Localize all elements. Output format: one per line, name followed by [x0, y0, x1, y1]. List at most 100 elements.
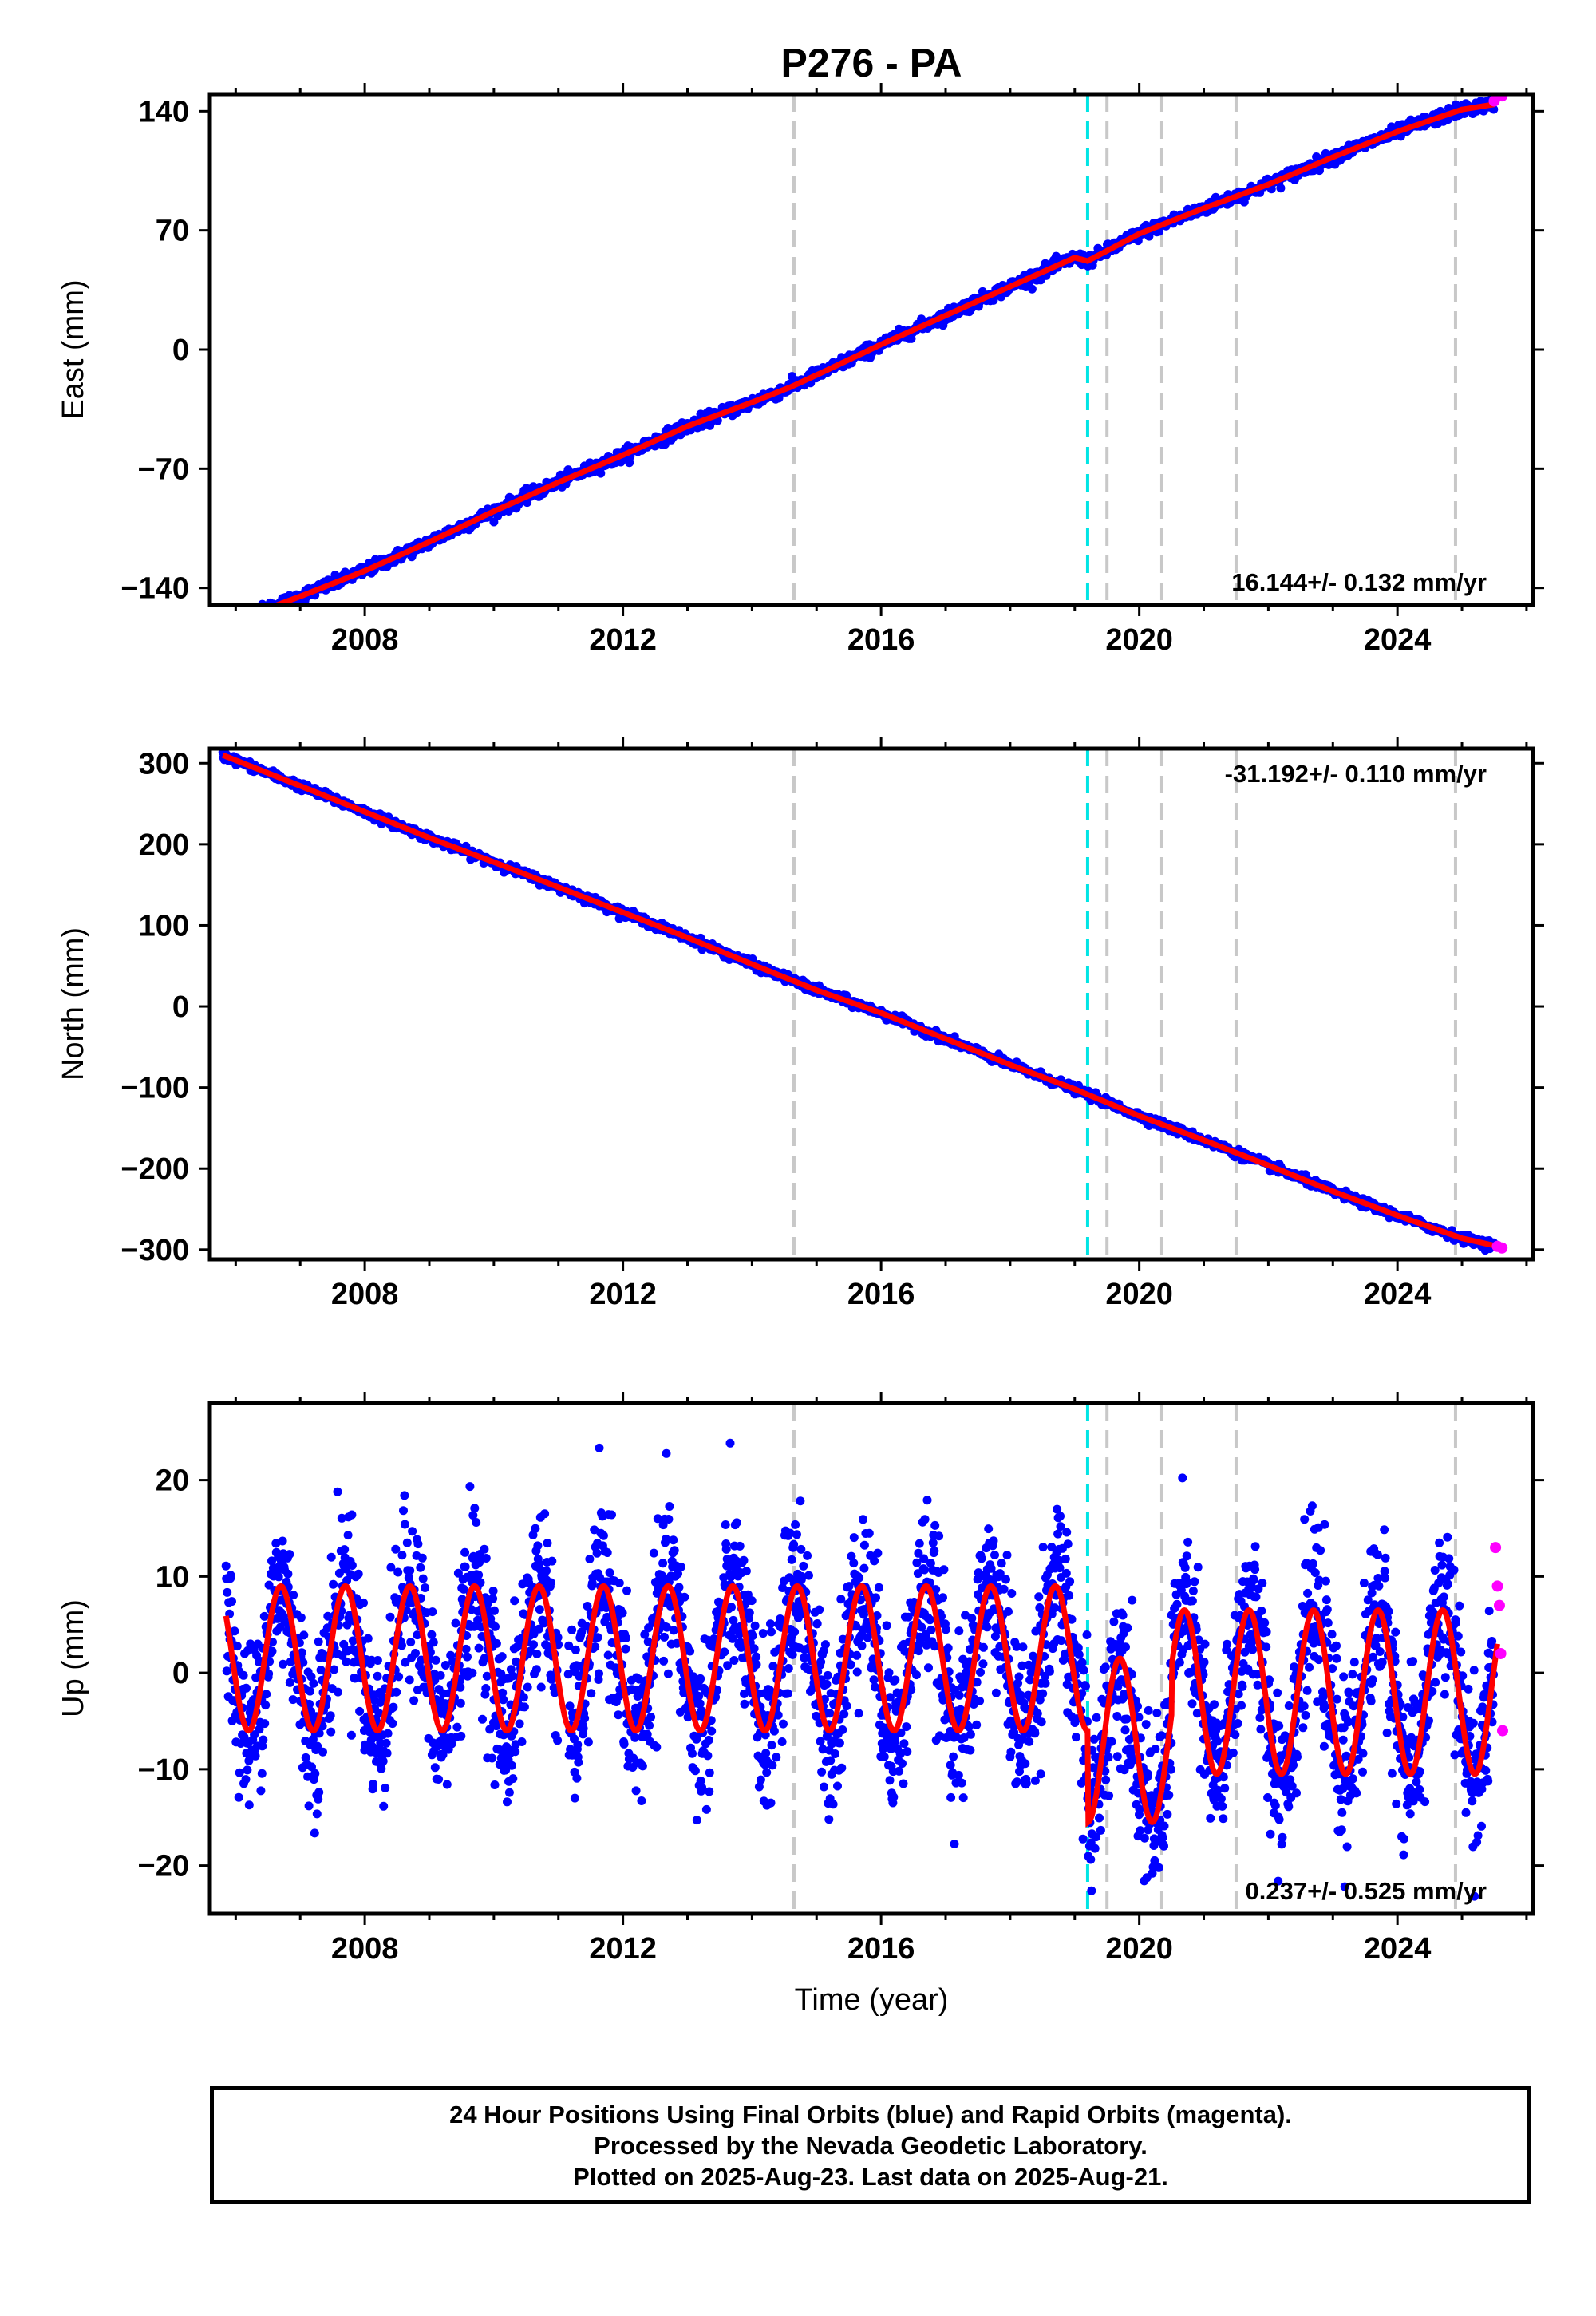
final-orbit-point	[267, 1556, 276, 1566]
final-orbit-point	[394, 1672, 404, 1682]
rate-label: 16.144+/- 0.132 mm/yr	[1231, 568, 1487, 596]
final-orbit-point	[460, 1562, 470, 1571]
final-orbit-point	[285, 1678, 294, 1687]
x-tick-label: 2008	[331, 1278, 399, 1311]
final-orbit-point	[492, 1638, 501, 1648]
final-orbit-point	[766, 1798, 776, 1808]
x-tick-label: 2012	[589, 623, 657, 657]
final-orbit-point	[822, 1679, 832, 1689]
final-orbit-point	[553, 1633, 563, 1642]
final-orbit-point	[242, 1683, 251, 1693]
final-orbit-point	[239, 1670, 248, 1680]
final-orbit-point	[233, 615, 242, 623]
final-orbit-point	[459, 1584, 468, 1594]
final-orbit-point	[579, 1724, 588, 1733]
final-orbit-point	[255, 607, 263, 616]
final-orbit-point	[262, 608, 271, 617]
final-orbit-point	[535, 1605, 544, 1614]
final-orbit-point	[490, 1780, 500, 1789]
final-orbit-point	[400, 1491, 409, 1500]
final-orbit-point	[478, 1714, 487, 1724]
final-orbit-point	[515, 1719, 524, 1729]
y-tick-label: −100	[120, 1072, 189, 1105]
final-orbit-point	[799, 1561, 808, 1571]
final-orbit-point	[223, 1587, 232, 1597]
final-orbit-point	[465, 1482, 475, 1492]
final-orbit-point	[453, 1568, 463, 1578]
final-orbit-point	[348, 1636, 358, 1646]
rate-label: -31.192+/- 0.110 mm/yr	[1225, 760, 1487, 788]
final-orbit-point	[386, 1563, 396, 1572]
final-orbit-point	[251, 1751, 260, 1761]
final-orbit-point	[402, 1538, 412, 1547]
final-orbit-point	[769, 1726, 779, 1736]
final-orbit-point	[235, 1768, 244, 1777]
y-tick-label: −140	[120, 572, 189, 606]
final-orbit-point	[463, 1652, 472, 1662]
final-orbit-point	[434, 1775, 444, 1784]
x-tick-label: 2012	[589, 1278, 657, 1311]
final-orbit-point	[735, 1541, 745, 1551]
final-orbit-point	[590, 1525, 599, 1535]
final-orbit-point	[737, 1642, 746, 1652]
final-orbit-point	[343, 1531, 353, 1540]
final-orbit-point	[347, 1561, 357, 1570]
model-line	[221, 752, 1495, 1249]
final-orbit-point	[235, 612, 244, 621]
final-orbit-point	[547, 1556, 557, 1566]
final-orbit-point	[255, 1725, 264, 1734]
final-orbit-point	[456, 1698, 465, 1708]
model-line	[269, 101, 1495, 605]
final-orbit-point	[670, 1546, 679, 1555]
final-orbit-point	[460, 1547, 470, 1557]
final-orbit-point	[788, 1650, 797, 1659]
final-orbit-point	[237, 611, 246, 620]
final-orbit-point	[585, 1555, 595, 1563]
final-orbit-point	[409, 1696, 419, 1705]
final-orbit-point	[720, 1647, 729, 1657]
final-orbit-point	[767, 1627, 776, 1637]
final-orbit-point	[243, 1765, 252, 1775]
final-orbit-point	[595, 1669, 603, 1678]
final-orbit-point	[461, 1644, 471, 1654]
final-orbit-point	[791, 1520, 800, 1529]
y-tick-label: −70	[138, 453, 189, 486]
final-orbit-point	[296, 1613, 306, 1622]
final-orbit-point	[756, 1775, 765, 1784]
final-orbit-point	[823, 1670, 832, 1680]
final-orbit-point	[488, 1587, 498, 1595]
final-orbit-point	[618, 1608, 627, 1618]
final-orbit-point	[306, 1672, 316, 1682]
final-orbit-point	[583, 1737, 593, 1747]
final-orbit-point	[546, 1578, 555, 1587]
final-orbit-point	[271, 1539, 281, 1548]
final-orbit-point	[542, 1566, 551, 1575]
final-orbit-point	[817, 1767, 827, 1777]
x-tick-label: 2008	[331, 623, 399, 657]
final-orbit-point	[468, 1511, 478, 1520]
final-orbit-point	[602, 1548, 612, 1557]
final-orbit-point	[779, 1719, 788, 1729]
final-orbit-point	[631, 1786, 641, 1796]
final-orbit-point	[224, 616, 233, 625]
final-orbit-point	[603, 1650, 613, 1660]
final-orbit-point	[472, 1518, 481, 1527]
final-orbit-point	[812, 1619, 822, 1628]
final-orbit-point	[532, 1650, 542, 1658]
final-orbit-point	[340, 1545, 350, 1555]
final-orbit-point	[359, 1598, 368, 1607]
final-orbit-point	[752, 1652, 761, 1662]
final-orbit-point	[379, 1801, 389, 1811]
final-orbit-point	[745, 1608, 754, 1618]
final-orbit-point	[227, 1597, 236, 1607]
plot-area	[218, 749, 1508, 1255]
final-orbit-point	[622, 1634, 630, 1642]
final-orbit-point	[634, 1674, 644, 1684]
final-orbit-point	[400, 1520, 409, 1529]
final-orbit-point	[820, 1640, 830, 1650]
final-orbit-point	[232, 1642, 242, 1651]
final-orbit-point	[785, 1528, 795, 1538]
y-tick-label: 100	[139, 909, 189, 943]
final-orbit-point	[662, 1622, 671, 1632]
